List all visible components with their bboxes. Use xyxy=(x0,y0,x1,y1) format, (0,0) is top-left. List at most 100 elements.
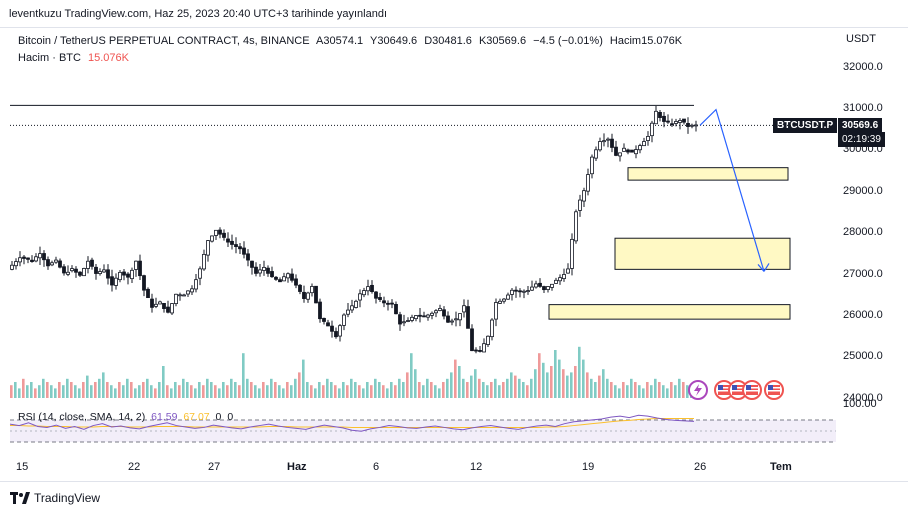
candle-body xyxy=(150,298,154,308)
candle-body xyxy=(646,136,650,141)
volume-bar xyxy=(270,378,273,398)
candle-body xyxy=(470,328,474,352)
volume-bar xyxy=(478,378,481,398)
volume-bar xyxy=(62,385,65,398)
price-tick: 27000.0 xyxy=(843,268,883,280)
volume-bar xyxy=(246,378,249,398)
volume-bar xyxy=(390,382,393,398)
candle-body xyxy=(178,294,182,297)
volume-bar xyxy=(294,378,297,398)
volume-bar xyxy=(654,378,657,398)
time-tick: 22 xyxy=(128,461,141,473)
candle-body xyxy=(206,240,210,256)
volume-bar xyxy=(438,388,441,398)
volume-bar xyxy=(662,385,665,398)
candle-body xyxy=(638,145,642,151)
volume-bar xyxy=(14,382,17,398)
volume-bar xyxy=(90,385,93,398)
candle-body xyxy=(282,276,286,282)
candle-body xyxy=(190,288,194,293)
volume-bar xyxy=(686,385,689,398)
candle-body xyxy=(326,322,330,327)
volume-bar xyxy=(154,388,157,398)
us-flag-icon[interactable] xyxy=(764,380,784,400)
price-tick: 29000.0 xyxy=(843,185,883,197)
volume-bar xyxy=(46,382,49,398)
candle-body xyxy=(78,271,82,276)
rsi-legend[interactable]: RSI (14, close, SMA, 14, 2) 61.59 67.07 … xyxy=(18,411,233,423)
volume-bar xyxy=(34,388,37,398)
volume-bar xyxy=(362,388,365,398)
tradingview-logo-icon xyxy=(10,492,30,504)
candle-body xyxy=(270,271,274,278)
volume-bar xyxy=(210,382,213,398)
candle-body xyxy=(434,310,438,314)
candle-body xyxy=(394,304,398,315)
time-tick: Tem xyxy=(770,461,792,473)
candle-body xyxy=(242,247,246,255)
footer-brand[interactable]: TradingView xyxy=(10,491,100,505)
candle-body xyxy=(218,229,222,235)
last-price-tag: 30569.6 xyxy=(838,118,883,133)
volume-bar xyxy=(422,385,425,398)
price-tick: 31000.0 xyxy=(843,102,883,114)
price-tick: 26000.0 xyxy=(843,309,883,321)
candle-body xyxy=(674,121,678,124)
symbol-line[interactable]: Bitcoin / TetherUS PERPETUAL CONTRACT, 4… xyxy=(18,35,310,47)
candle-body xyxy=(314,285,318,304)
candle-body xyxy=(66,271,70,275)
candle-body xyxy=(478,350,482,352)
volume-bar xyxy=(558,359,561,398)
volume-bar xyxy=(318,382,321,398)
candle-body xyxy=(506,294,510,300)
volume-title[interactable]: Hacim · BTC xyxy=(18,52,81,64)
volume-legend-row: Hacim · BTC 15.076K xyxy=(18,52,129,64)
candle-body xyxy=(598,141,602,151)
volume-bar xyxy=(178,385,181,398)
volume-bar xyxy=(542,362,545,398)
candle-body xyxy=(110,276,114,286)
candle-body xyxy=(558,277,562,282)
volume-bar xyxy=(214,385,217,398)
candle-body xyxy=(590,156,594,175)
candle-body xyxy=(162,302,166,309)
candle-body xyxy=(510,289,514,295)
lightning-icon[interactable] xyxy=(688,380,708,400)
volume-bar xyxy=(650,385,653,398)
candle-body xyxy=(662,115,666,122)
candle-body xyxy=(210,235,214,242)
volume-bar xyxy=(398,378,401,398)
candle-body xyxy=(526,290,530,293)
candle-body xyxy=(42,253,46,261)
volume-bar xyxy=(322,385,325,398)
candle-body xyxy=(234,244,238,248)
candle-body xyxy=(202,253,206,270)
volume-bar xyxy=(666,388,669,398)
volume-bar xyxy=(326,378,329,398)
volume-bar xyxy=(310,385,313,398)
candle-body xyxy=(410,316,414,321)
volume-bar xyxy=(338,388,341,398)
volume-bar xyxy=(202,385,205,398)
volume-bar xyxy=(290,385,293,398)
candle-body xyxy=(58,260,62,268)
candle-body xyxy=(694,124,698,127)
volume-bar xyxy=(142,382,145,398)
volume-bar xyxy=(366,382,369,398)
volume-bar xyxy=(118,382,121,398)
volume-bar xyxy=(22,378,25,398)
volume-bar xyxy=(194,388,197,398)
us-flag-icon[interactable] xyxy=(742,380,762,400)
candle-body xyxy=(310,286,314,294)
volume-bar xyxy=(378,382,381,398)
projection-arrow-head xyxy=(757,263,770,272)
volume-bar xyxy=(502,382,505,398)
candle-body xyxy=(534,283,538,288)
volume-bar xyxy=(314,388,317,398)
currency-label[interactable]: USDT xyxy=(846,33,876,45)
volume-bar xyxy=(550,366,553,398)
candle-body xyxy=(618,152,622,157)
candle-body xyxy=(342,314,346,326)
candle-body xyxy=(18,257,22,263)
